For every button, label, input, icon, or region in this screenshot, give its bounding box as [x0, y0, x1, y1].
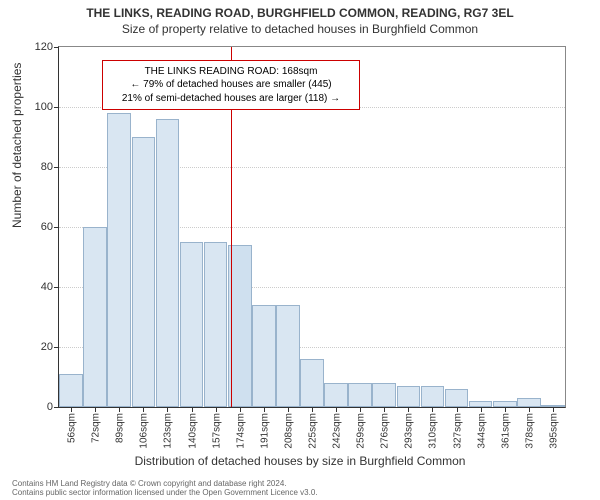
histogram-bar [517, 398, 541, 407]
x-tick-mark [192, 407, 193, 412]
x-tick-label: 174sqm [233, 413, 246, 449]
x-tick-mark [529, 407, 530, 412]
y-tick-mark [54, 227, 59, 228]
histogram-bar [132, 137, 156, 407]
x-tick-mark [95, 407, 96, 412]
chart-plot-area: 020406080100120THE LINKS READING ROAD: 1… [58, 46, 566, 408]
footer-attribution: Contains HM Land Registry data © Crown c… [0, 479, 600, 498]
x-tick-label: 327sqm [450, 413, 463, 449]
x-tick-label: 310sqm [426, 413, 439, 449]
footer-line-2: Contains public sector information licen… [12, 488, 600, 498]
x-tick-mark [432, 407, 433, 412]
x-tick-mark [384, 407, 385, 412]
x-tick-mark [240, 407, 241, 412]
x-tick-label: 157sqm [209, 413, 222, 449]
x-tick-label: 259sqm [354, 413, 367, 449]
x-tick-label: 106sqm [137, 413, 150, 449]
y-axis-label: Number of detached properties [10, 63, 24, 228]
histogram-bar [348, 383, 372, 407]
annotation-box: THE LINKS READING ROAD: 168sqm← 79% of d… [102, 60, 360, 111]
x-tick-mark [553, 407, 554, 412]
x-tick-mark [408, 407, 409, 412]
annotation-line: THE LINKS READING ROAD: 168sqm [111, 65, 351, 79]
x-tick-label: 242sqm [330, 413, 343, 449]
histogram-bar [180, 242, 204, 407]
histogram-bar [372, 383, 396, 407]
footer-line-1: Contains HM Land Registry data © Crown c… [12, 479, 600, 489]
chart-title-main: THE LINKS, READING ROAD, BURGHFIELD COMM… [0, 0, 600, 20]
x-tick-label: 293sqm [402, 413, 415, 449]
y-tick-mark [54, 47, 59, 48]
histogram-bar [107, 113, 131, 407]
y-tick-mark [54, 167, 59, 168]
annotation-line: ← 79% of detached houses are smaller (44… [111, 78, 351, 92]
x-tick-label: 89sqm [113, 413, 126, 443]
x-tick-label: 395sqm [546, 413, 559, 449]
x-tick-mark [312, 407, 313, 412]
histogram-bar [204, 242, 228, 407]
histogram-bar [276, 305, 300, 407]
y-tick-mark [54, 347, 59, 348]
chart-title-sub: Size of property relative to detached ho… [0, 20, 600, 36]
x-tick-mark [505, 407, 506, 412]
annotation-line: 21% of semi-detached houses are larger (… [111, 92, 351, 106]
histogram-bar [83, 227, 107, 407]
x-tick-mark [457, 407, 458, 412]
x-tick-label: 225sqm [306, 413, 319, 449]
histogram-bar [324, 383, 348, 407]
y-tick-mark [54, 287, 59, 288]
y-tick-mark [54, 107, 59, 108]
x-tick-mark [481, 407, 482, 412]
x-tick-mark [216, 407, 217, 412]
x-tick-label: 123sqm [161, 413, 174, 449]
histogram-bar [445, 389, 469, 407]
x-tick-mark [143, 407, 144, 412]
x-tick-mark [360, 407, 361, 412]
x-tick-mark [288, 407, 289, 412]
histogram-bar [397, 386, 421, 407]
x-tick-label: 191sqm [257, 413, 270, 449]
histogram-bar [156, 119, 180, 407]
x-tick-label: 208sqm [281, 413, 294, 449]
x-tick-label: 72sqm [89, 413, 102, 443]
x-tick-mark [264, 407, 265, 412]
x-tick-mark [119, 407, 120, 412]
histogram-bar [421, 386, 445, 407]
x-tick-mark [71, 407, 72, 412]
x-tick-label: 140sqm [185, 413, 198, 449]
x-tick-label: 378sqm [522, 413, 535, 449]
x-tick-label: 56sqm [65, 413, 78, 443]
x-tick-label: 344sqm [474, 413, 487, 449]
x-tick-label: 361sqm [498, 413, 511, 449]
x-tick-mark [336, 407, 337, 412]
histogram-bar [59, 374, 83, 407]
x-tick-label: 276sqm [378, 413, 391, 449]
x-tick-mark [167, 407, 168, 412]
histogram-bar [300, 359, 324, 407]
y-tick-mark [54, 407, 59, 408]
histogram-bar [252, 305, 276, 407]
x-axis-label: Distribution of detached houses by size … [0, 454, 600, 468]
